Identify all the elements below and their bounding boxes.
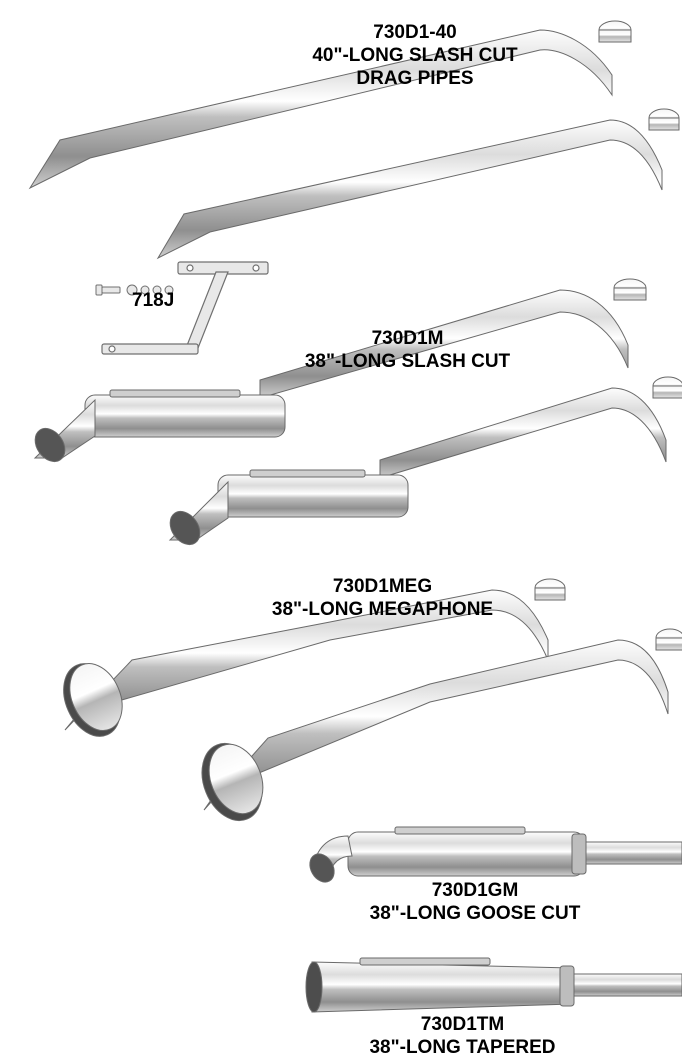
catalog-page: { "page": { "width_px": 682, "height_px"… (0, 0, 682, 1056)
sku: 718J (132, 290, 174, 311)
desc-line: 38"-LONG SLASH CUT (295, 351, 520, 374)
desc-line: 38"-LONG TAPERED (355, 1037, 570, 1056)
sku: 730D1MEG (260, 576, 505, 599)
illus-718J (96, 262, 268, 354)
illus-730D1TM (306, 958, 682, 1012)
label-730D1-40: 730D1-40 40"-LONG SLASH CUT DRAG PIPES (300, 22, 530, 90)
desc-line: DRAG PIPES (300, 68, 530, 91)
desc-line: 38"-LONG GOOSE CUT (360, 903, 590, 926)
sku: 730D1GM (360, 880, 590, 903)
label-730D1M: 730D1M 38"-LONG SLASH CUT (295, 328, 520, 374)
sku: 730D1-40 (300, 22, 530, 45)
label-730D1GM: 730D1GM 38"-LONG GOOSE CUT (360, 880, 590, 926)
desc-line: 40"-LONG SLASH CUT (300, 45, 530, 68)
label-718J: 718J (132, 290, 174, 312)
desc-line: 38"-LONG MEGAPHONE (260, 599, 505, 622)
sku: 730D1TM (355, 1014, 570, 1037)
sku: 730D1M (295, 328, 520, 351)
illus-730D1M (29, 279, 682, 550)
label-730D1TM: 730D1TM 38"-LONG TAPERED (355, 1014, 570, 1056)
illus-730D1GM (305, 827, 682, 886)
label-730D1MEG: 730D1MEG 38"-LONG MEGAPHONE (260, 576, 505, 622)
